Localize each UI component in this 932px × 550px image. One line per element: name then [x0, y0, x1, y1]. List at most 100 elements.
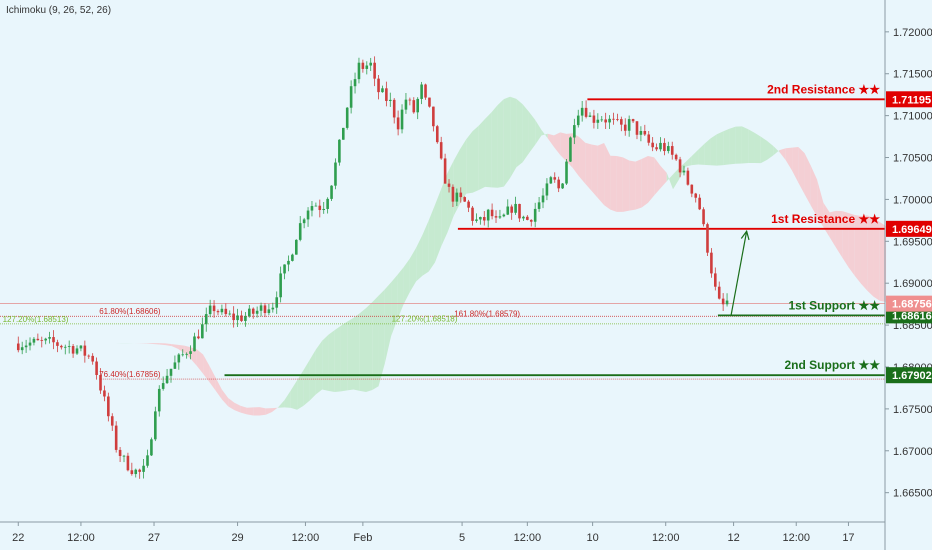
- candle-body: [271, 307, 275, 310]
- candle-body: [518, 203, 521, 219]
- level-price-badge: 1.69649: [892, 224, 932, 236]
- candle-body: [404, 99, 408, 110]
- candle-body: [126, 455, 130, 471]
- cloud-segment: [272, 407, 279, 413]
- candle-body: [706, 224, 709, 253]
- cloud-segment: [328, 330, 335, 393]
- cloud-segment: [685, 155, 692, 167]
- cloud-segment: [522, 104, 529, 163]
- cloud-segment: [641, 156, 648, 208]
- candle-body: [604, 119, 607, 123]
- x-tick-label: 12:00: [782, 532, 810, 544]
- candle-body: [674, 154, 678, 160]
- cloud-segment: [196, 349, 204, 374]
- cloud-segment: [297, 370, 304, 410]
- candle-body: [592, 115, 596, 123]
- current-price-badge: 1.68756: [892, 299, 932, 311]
- candle-body: [107, 396, 110, 417]
- cloud-segment: [322, 334, 329, 391]
- cloud-segment: [497, 99, 504, 188]
- y-tick-label: 1.69000: [893, 278, 932, 290]
- candle-body: [663, 142, 666, 152]
- candle-body: [569, 137, 572, 162]
- candle-body: [185, 353, 188, 355]
- y-tick-label: 1.71500: [893, 69, 932, 81]
- candle-body: [369, 62, 373, 66]
- candle-body: [659, 142, 662, 150]
- candle-body: [400, 109, 404, 130]
- x-tick-label: 12:00: [67, 532, 95, 544]
- candle-body: [573, 125, 576, 138]
- fib-label: 61.80%(1.68606): [99, 307, 161, 316]
- ichimoku-cloud-layer: [90, 96, 887, 416]
- candle-body: [87, 355, 91, 357]
- cloud-segment: [842, 211, 849, 268]
- cloud-segment: [704, 138, 711, 166]
- x-tick-label: 17: [842, 532, 854, 544]
- candle-body: [498, 216, 502, 218]
- candle-body: [334, 162, 337, 186]
- candle-body: [522, 216, 525, 219]
- candle-body: [314, 205, 318, 207]
- cloud-segment: [397, 267, 404, 320]
- cloud-segment: [391, 275, 398, 337]
- candle-body: [471, 207, 474, 221]
- cloud-segment: [303, 360, 310, 406]
- candle-body: [130, 470, 134, 475]
- cloud-segment: [691, 149, 699, 166]
- candle-body: [584, 107, 588, 117]
- candle-body: [248, 308, 251, 317]
- candle-body: [24, 345, 28, 348]
- candle-body: [75, 348, 79, 354]
- candle-body: [173, 362, 177, 369]
- candle-body: [678, 159, 682, 173]
- cloud-segment: [234, 402, 241, 413]
- candle-body: [510, 206, 513, 213]
- candle-body: [459, 192, 463, 198]
- cloud-segment: [835, 210, 843, 258]
- cloud-segment: [159, 343, 166, 346]
- cloud-segment: [798, 146, 805, 195]
- candle-body: [357, 62, 361, 80]
- cloud-segment: [146, 343, 153, 344]
- candle-body: [686, 170, 690, 185]
- cloud-segment: [221, 389, 229, 407]
- candle-body: [479, 217, 482, 220]
- candle-body: [122, 455, 126, 457]
- candle-body: [181, 354, 185, 356]
- level-label: 1st Support ★★: [788, 298, 880, 312]
- cloud-segment: [459, 139, 467, 204]
- cloud-segment: [284, 390, 291, 408]
- x-axis: 22 12:00 27 29 12:00 Feb 5 12:00 10 12:00 12 12:00 1…: [0, 521, 885, 544]
- y-tick-label: 1.69500: [893, 236, 932, 248]
- candle-body: [428, 97, 431, 107]
- candle-body: [165, 375, 169, 384]
- candle-body: [36, 338, 40, 341]
- candle-body: [682, 170, 686, 173]
- level-price-badge: 1.67902: [892, 370, 932, 382]
- cloud-segment: [785, 147, 793, 171]
- cloud-segment: [359, 308, 367, 393]
- candle-body: [275, 297, 279, 308]
- candle-body: [616, 119, 619, 120]
- candle-body: [232, 313, 235, 321]
- x-tick-label: Feb: [353, 532, 372, 544]
- x-tick-label: 27: [148, 532, 160, 544]
- candle-body: [302, 219, 306, 224]
- cloud-segment: [428, 205, 435, 272]
- candle-body: [224, 308, 228, 315]
- candle-body: [526, 216, 529, 220]
- cloud-segment: [447, 160, 454, 233]
- y-tick-label: 1.67500: [893, 404, 932, 416]
- candle-body: [690, 184, 694, 194]
- candle-body: [134, 469, 138, 475]
- candle-body: [631, 119, 635, 122]
- y-tick-label: 1.67000: [893, 446, 932, 458]
- level-price-badge-bg: [886, 91, 932, 108]
- candle-body: [482, 217, 486, 221]
- cloud-segment: [591, 144, 598, 199]
- cloud-segment: [773, 145, 780, 156]
- candle-body: [494, 216, 498, 218]
- cloud-segment: [547, 133, 554, 147]
